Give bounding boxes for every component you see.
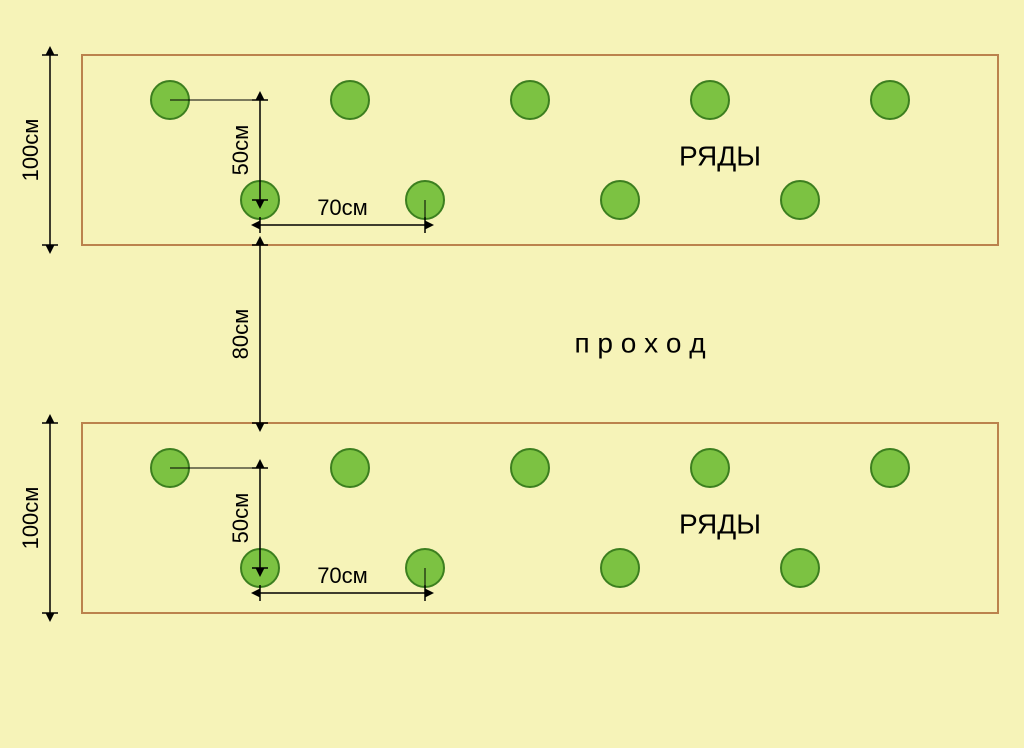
label-rows-bottom: РЯДЫ xyxy=(679,508,761,539)
plant-icon xyxy=(871,449,909,487)
label-aisle: п р о х о д xyxy=(574,327,705,358)
plant-icon xyxy=(781,181,819,219)
plant-icon xyxy=(331,81,369,119)
plant-icon xyxy=(781,549,819,587)
plant-icon xyxy=(601,181,639,219)
dim-plant-spacing-label-bottom: 70см xyxy=(317,563,368,588)
plant-icon xyxy=(511,449,549,487)
dim-aisle-width-label: 80см xyxy=(228,309,253,360)
plant-icon xyxy=(691,81,729,119)
plant-icon xyxy=(691,449,729,487)
dim-row-spacing-label-top: 50см xyxy=(228,125,253,176)
dim-bed-height-label-2: 100см xyxy=(18,487,43,550)
dim-row-spacing-label-bottom: 50см xyxy=(228,493,253,544)
plant-icon xyxy=(331,449,369,487)
plant-icon xyxy=(601,549,639,587)
plant-icon xyxy=(511,81,549,119)
dim-plant-spacing-label-top: 70см xyxy=(317,195,368,220)
dim-bed-height-label-1: 100см xyxy=(18,119,43,182)
label-rows-top: РЯДЫ xyxy=(679,140,761,171)
plant-icon xyxy=(871,81,909,119)
